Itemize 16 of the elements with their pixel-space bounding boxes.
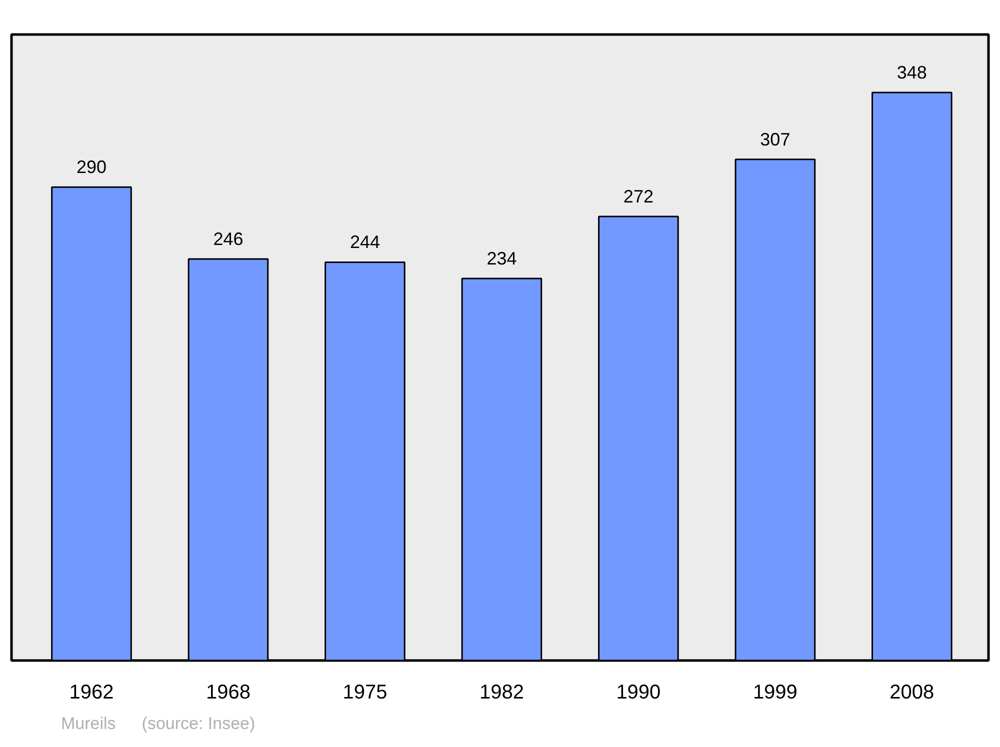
text: Mureils <box>61 714 116 733</box>
x-tick-label: 1990 <box>616 682 661 704</box>
x-tick-label: 1968 <box>206 682 250 704</box>
x-tick-label: 1962 <box>69 682 114 704</box>
data-label: 244 <box>350 232 380 252</box>
data-label: 234 <box>486 248 517 269</box>
data-label: 246 <box>213 228 244 249</box>
x-tick-label: 1975 <box>342 682 388 704</box>
x-tick-label: 1999 <box>752 682 798 704</box>
data-label: 348 <box>896 62 927 82</box>
text: (source: Insee) <box>142 714 256 733</box>
data-label: 272 <box>623 186 654 206</box>
data-label: 290 <box>76 157 107 178</box>
x-tick-label: 2008 <box>890 682 934 704</box>
x-tick-label: 1982 <box>479 682 524 704</box>
data-label: 307 <box>760 129 790 150</box>
